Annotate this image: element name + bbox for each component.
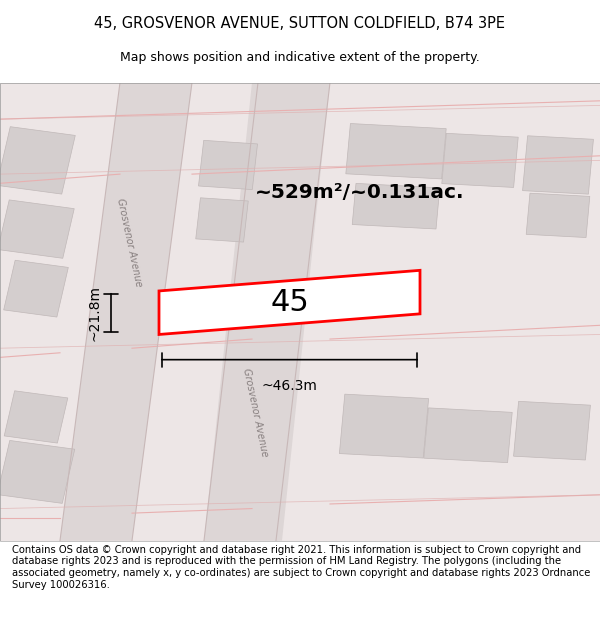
Text: 45, GROSVENOR AVENUE, SUTTON COLDFIELD, B74 3PE: 45, GROSVENOR AVENUE, SUTTON COLDFIELD, …	[95, 16, 505, 31]
Text: ~46.3m: ~46.3m	[262, 379, 317, 393]
Polygon shape	[199, 141, 257, 189]
Polygon shape	[352, 183, 440, 229]
Polygon shape	[346, 124, 446, 179]
Text: Grosvenor Avenue: Grosvenor Avenue	[115, 198, 143, 288]
Polygon shape	[0, 441, 75, 503]
Polygon shape	[159, 271, 420, 334]
Text: Contains OS data © Crown copyright and database right 2021. This information is : Contains OS data © Crown copyright and d…	[12, 545, 590, 589]
Polygon shape	[204, 82, 330, 541]
Polygon shape	[60, 82, 192, 541]
Text: ~21.8m: ~21.8m	[88, 285, 102, 341]
Polygon shape	[442, 133, 518, 188]
Polygon shape	[196, 198, 248, 242]
Text: 45: 45	[270, 288, 309, 317]
Polygon shape	[340, 394, 428, 458]
Polygon shape	[4, 391, 68, 443]
Polygon shape	[514, 401, 590, 460]
Polygon shape	[523, 136, 593, 194]
Polygon shape	[0, 127, 75, 194]
Text: ~529m²/~0.131ac.: ~529m²/~0.131ac.	[255, 183, 465, 202]
Polygon shape	[0, 200, 74, 258]
Polygon shape	[526, 193, 590, 238]
Text: Grosvenor Avenue: Grosvenor Avenue	[241, 367, 269, 458]
Polygon shape	[424, 408, 512, 462]
Text: Map shows position and indicative extent of the property.: Map shows position and indicative extent…	[120, 51, 480, 64]
Polygon shape	[4, 260, 68, 317]
